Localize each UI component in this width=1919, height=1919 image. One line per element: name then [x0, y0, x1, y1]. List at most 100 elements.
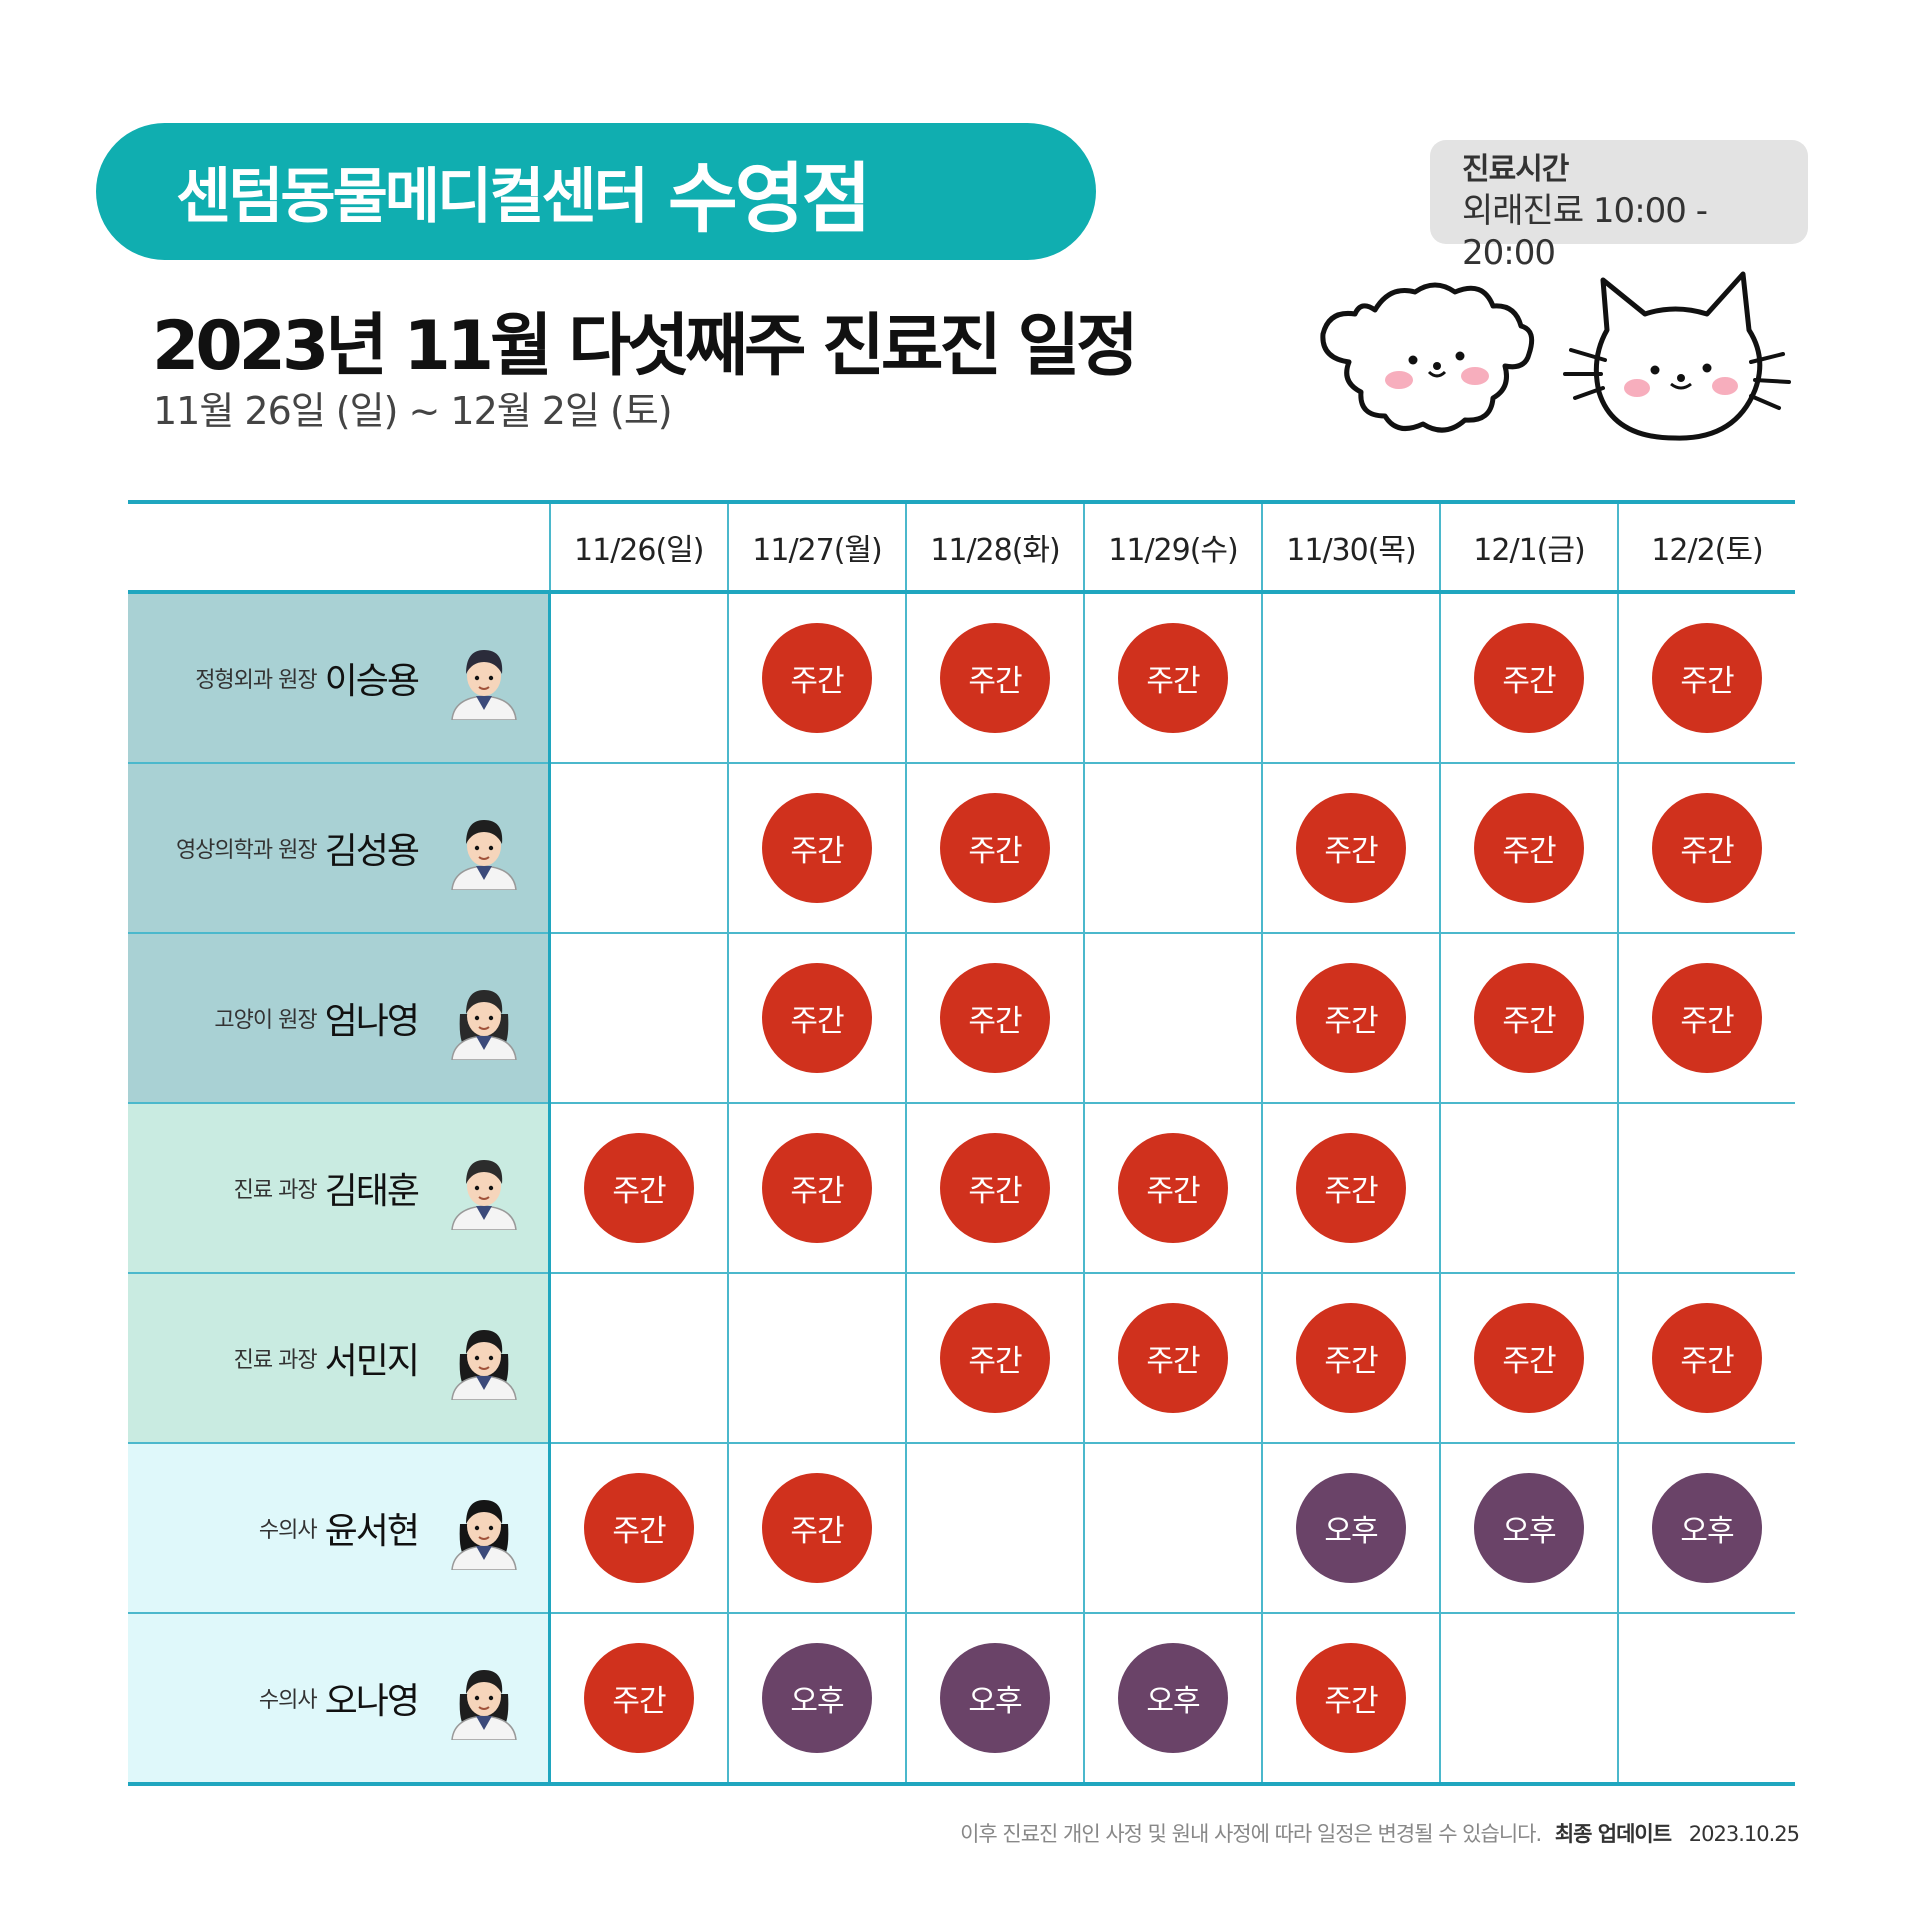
day-shift-badge: 주간 — [762, 623, 872, 733]
footer-note: 이후 진료진 개인 사정 및 원내 사정에 따라 일정은 변경될 수 있습니다.… — [960, 1818, 1800, 1848]
schedule-cell: 주간 — [1439, 933, 1618, 1104]
schedule-cell — [1083, 933, 1262, 1104]
schedule-cell — [1083, 1443, 1262, 1614]
doctor-role: 수의사 — [258, 1518, 318, 1543]
schedule-cell: 주간 — [727, 933, 906, 1104]
branch-name: 수영점 — [667, 153, 872, 243]
day-shift-badge: 주간 — [1652, 963, 1762, 1073]
doctor-avatar-icon — [451, 1670, 517, 1741]
schedule-cell: 주간 — [1261, 1273, 1440, 1444]
schedule-cell: 주간 — [905, 592, 1084, 764]
doctor-row: 진료 과장 서민지 주간 주간 주간 주간 주간 — [128, 1273, 1795, 1444]
hours-label: 진료시간 — [1462, 152, 1569, 187]
schedule-cell: 주간 — [905, 763, 1084, 934]
doctor-row: 수의사 윤서현 주간 주간 오후 오후 오후 — [128, 1443, 1795, 1614]
afternoon-shift-badge: 오후 — [762, 1643, 872, 1753]
schedule-cell — [548, 933, 728, 1104]
dog-icon — [1320, 282, 1535, 433]
doctor-label: 정형외과 원장 이승용 — [195, 594, 420, 762]
day-shift-badge: 주간 — [1652, 1303, 1762, 1413]
doctor-label: 진료 과장 김태훈 — [233, 1104, 420, 1272]
day-shift-badge: 주간 — [1474, 963, 1584, 1073]
schedule-cell: 주간 — [548, 1613, 728, 1786]
schedule-cell: 오후 — [1083, 1613, 1262, 1786]
doctor-name: 김태훈 — [324, 1171, 420, 1212]
doctor-avatar-icon — [451, 820, 517, 891]
doctor-role: 고양이 원장 — [214, 1008, 317, 1033]
doctor-name: 윤서현 — [324, 1511, 420, 1552]
day-shift-badge: 주간 — [940, 793, 1050, 903]
schedule-cell: 주간 — [1083, 1103, 1262, 1274]
schedule-cell — [1617, 1613, 1795, 1786]
day-shift-badge: 주간 — [940, 963, 1050, 1073]
doctor-row: 고양이 원장 엄나영 주간 주간 주간 주간 주간 — [128, 933, 1795, 1104]
doctor-role: 영상의학과 원장 — [175, 838, 318, 863]
avatar — [442, 806, 526, 894]
day-shift-badge: 주간 — [940, 1303, 1050, 1413]
schedule-cell: 오후 — [727, 1613, 906, 1786]
schedule-cell: 주간 — [1083, 1273, 1262, 1444]
doctor-avatar-icon — [451, 650, 517, 721]
avatar — [442, 1316, 526, 1404]
doctor-avatar-icon — [451, 1160, 517, 1231]
afternoon-shift-badge: 오후 — [1652, 1473, 1762, 1583]
day-shift-badge: 주간 — [584, 1133, 694, 1243]
doctor-row: 정형외과 원장 이승용 주간 주간 주간 주간 주간 — [128, 592, 1795, 764]
day-shift-badge: 주간 — [1296, 793, 1406, 903]
schedule-cell: 주간 — [1439, 1273, 1618, 1444]
schedule-cell: 주간 — [1261, 763, 1440, 934]
doctor-role: 진료 과장 — [233, 1178, 318, 1203]
schedule-cell: 주간 — [1439, 763, 1618, 934]
day-shift-badge: 주간 — [762, 963, 872, 1073]
schedule-cell: 주간 — [1617, 933, 1795, 1104]
header-corner — [128, 500, 550, 594]
avatar — [442, 976, 526, 1064]
schedule-cell — [1439, 1103, 1618, 1274]
schedule-cell: 주간 — [905, 1273, 1084, 1444]
doctor-name: 이승용 — [324, 661, 420, 702]
schedule-cell — [548, 592, 728, 764]
doctor-cell: 진료 과장 김태훈 — [128, 1103, 551, 1274]
schedule-cell: 주간 — [1261, 1103, 1440, 1274]
day-shift-badge: 주간 — [1118, 1303, 1228, 1413]
doctor-cell: 고양이 원장 엄나영 — [128, 933, 551, 1104]
doctor-avatar-icon — [451, 1500, 517, 1571]
schedule-cell: 주간 — [727, 1443, 906, 1614]
schedule-table: 11/26(일) 11/27(월) 11/28(화) 11/29(수) 11/3… — [128, 500, 1795, 1786]
update-label: 최종 업데이트 — [1554, 1822, 1672, 1846]
day-shift-badge: 주간 — [940, 623, 1050, 733]
schedule-cell: 주간 — [1439, 592, 1618, 764]
schedule-cell — [1617, 1103, 1795, 1274]
day-header: 11/28(화) — [905, 500, 1084, 594]
day-shift-badge: 주간 — [1652, 793, 1762, 903]
doctor-cell: 영상의학과 원장 김성용 — [128, 763, 551, 934]
day-header: 12/2(토) — [1617, 500, 1795, 594]
doctor-label: 수의사 오나영 — [259, 1614, 420, 1782]
doctor-cell: 진료 과장 서민지 — [128, 1273, 551, 1444]
doctor-name: 엄나영 — [324, 1001, 420, 1042]
afternoon-shift-badge: 오후 — [1474, 1473, 1584, 1583]
day-header: 12/1(금) — [1439, 500, 1618, 594]
schedule-cell: 주간 — [727, 1103, 906, 1274]
schedule-cell: 주간 — [727, 592, 906, 764]
schedule-cell — [1261, 592, 1440, 764]
avatar — [442, 1146, 526, 1234]
day-header: 11/27(월) — [727, 500, 906, 594]
day-header-row: 11/26(일) 11/27(월) 11/28(화) 11/29(수) 11/3… — [128, 500, 1795, 594]
day-shift-badge: 주간 — [1118, 1133, 1228, 1243]
schedule-cell: 주간 — [1083, 592, 1262, 764]
day-shift-badge: 주간 — [762, 1133, 872, 1243]
schedule-cell: 오후 — [1617, 1443, 1795, 1614]
schedule-cell: 주간 — [727, 763, 906, 934]
schedule-cell: 오후 — [1261, 1443, 1440, 1614]
schedule-cell: 오후 — [1439, 1443, 1618, 1614]
doctor-cell: 수의사 윤서현 — [128, 1443, 551, 1614]
day-header: 11/30(목) — [1261, 500, 1440, 594]
day-shift-badge: 주간 — [1474, 623, 1584, 733]
day-header: 11/26(일) — [548, 500, 728, 594]
doctor-avatar-icon — [451, 1330, 517, 1401]
day-shift-badge: 주간 — [762, 1473, 872, 1583]
cat-icon — [1593, 271, 1763, 441]
doctor-row: 수의사 오나영 주간 오후 오후 오후 주간 — [128, 1613, 1795, 1786]
date-range: 11월 26일 (일) ~ 12월 2일 (토) — [153, 389, 673, 433]
